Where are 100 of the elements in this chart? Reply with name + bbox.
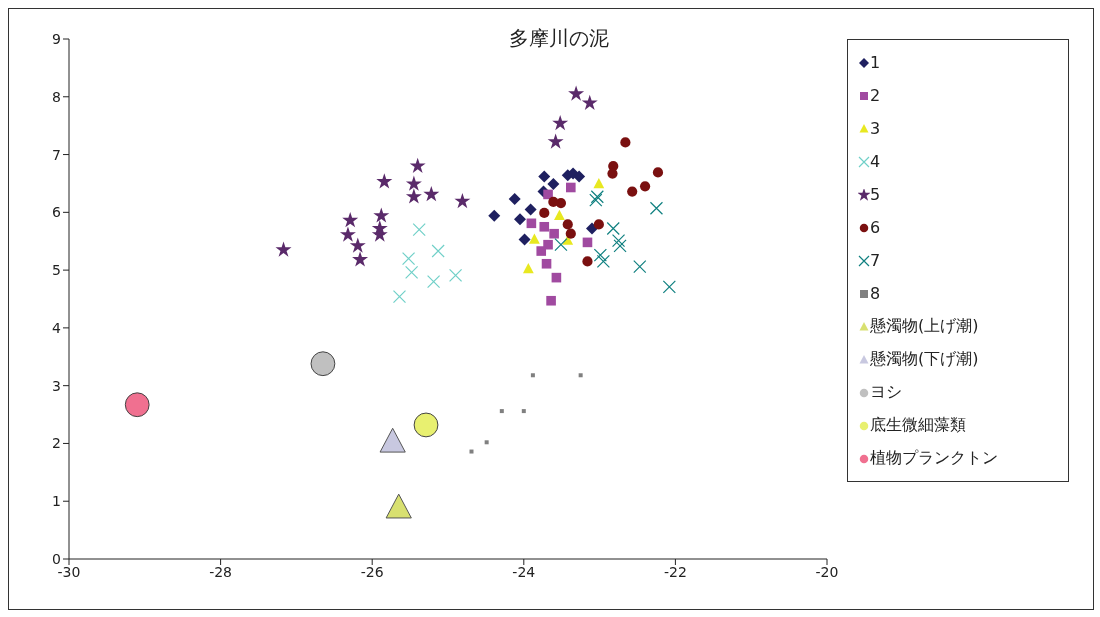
point [552, 114, 569, 131]
point [124, 392, 150, 418]
y-tick-label: 1 [52, 493, 61, 510]
point [499, 409, 504, 414]
point [554, 238, 568, 252]
point [627, 186, 638, 197]
y-tick-label: 7 [52, 146, 61, 163]
y-tick-label: 8 [52, 88, 61, 105]
point [593, 219, 604, 230]
point [454, 192, 471, 209]
point [392, 290, 407, 304]
point [275, 241, 292, 257]
point [611, 234, 626, 248]
point [413, 412, 439, 438]
point [412, 223, 426, 237]
point [613, 239, 627, 253]
legend-label: 5 [870, 185, 881, 204]
point [547, 178, 560, 191]
y-tick-label: 9 [52, 30, 61, 47]
point [581, 94, 598, 110]
point [405, 265, 419, 280]
point [565, 228, 576, 239]
legend-label: 7 [870, 251, 881, 270]
point [405, 188, 422, 204]
y-tick-label: 4 [52, 319, 62, 336]
y-tick-label: 2 [52, 435, 61, 452]
point [373, 207, 390, 223]
x-tick-label: -22 [663, 563, 687, 580]
y-tick-label: 6 [52, 204, 62, 221]
point [541, 258, 552, 269]
point [652, 167, 664, 178]
legend-label: 懸濁物(下げ潮) [870, 349, 979, 370]
point [573, 170, 586, 183]
point [539, 207, 550, 219]
point [524, 203, 537, 216]
point [349, 237, 366, 253]
y-tick-label: 5 [52, 262, 61, 279]
point [530, 373, 535, 378]
legend-label: 懸濁物(上げ潮) [870, 316, 979, 337]
point [549, 228, 559, 239]
point [518, 233, 531, 246]
y-tick-label: 3 [52, 377, 61, 394]
point [431, 244, 445, 258]
point [606, 221, 620, 236]
point [543, 189, 553, 200]
point [547, 133, 564, 149]
point [376, 173, 393, 189]
point [484, 440, 489, 445]
point [427, 275, 441, 289]
legend-label: 2 [870, 86, 881, 105]
legend-label: 4 [870, 152, 881, 171]
point [662, 280, 676, 294]
point [310, 351, 336, 377]
point [562, 219, 573, 230]
chart-title: 多摩川の泥 [508, 25, 610, 52]
x-tick-label: -20 [815, 563, 839, 580]
point [352, 251, 369, 267]
point [508, 193, 521, 206]
point [342, 212, 359, 228]
point [539, 221, 550, 232]
point [582, 256, 593, 267]
point [586, 222, 599, 235]
point [566, 182, 576, 193]
point [538, 170, 551, 183]
point [339, 226, 356, 242]
point [423, 186, 440, 202]
point [596, 254, 610, 269]
legend-label: 6 [870, 218, 881, 237]
point [620, 137, 631, 148]
point [488, 209, 501, 222]
point [649, 201, 664, 215]
point [568, 85, 585, 101]
legend-label: 植物プランクトン [870, 448, 998, 469]
legend-label: 3 [870, 119, 881, 138]
point [401, 251, 416, 266]
point [405, 175, 422, 191]
point [578, 373, 583, 378]
legend-label: 底生微細藻類 [870, 415, 966, 436]
point [639, 181, 651, 192]
legend-label: 8 [870, 284, 881, 303]
point [514, 213, 527, 226]
point [633, 260, 647, 274]
point [554, 209, 565, 220]
point [448, 268, 463, 282]
x-tick-label: -28 [209, 563, 233, 580]
point [546, 295, 556, 306]
point [548, 196, 559, 208]
point [593, 248, 607, 262]
point [522, 262, 534, 274]
point [409, 157, 426, 173]
x-tick-label: -26 [360, 563, 384, 580]
point [469, 449, 474, 454]
point [521, 409, 526, 414]
legend-label: ヨシ [870, 382, 902, 403]
point [529, 233, 540, 244]
legend-label: 1 [870, 53, 881, 72]
x-tick-label: -24 [512, 563, 536, 580]
point [593, 178, 605, 189]
point [607, 168, 618, 179]
point [536, 246, 547, 256]
